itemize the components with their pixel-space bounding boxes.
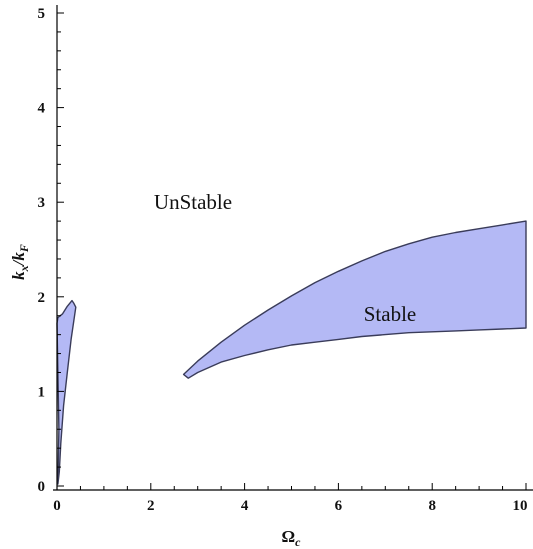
regions-layer — [56, 220, 527, 485]
y-tick-label: 2 — [38, 290, 46, 306]
y-tick-label: 4 — [38, 101, 46, 117]
x-tick-label: 10 — [513, 498, 528, 514]
large-region — [182, 220, 527, 379]
y-axis-title: kx/kF — [9, 244, 31, 280]
x-axis-title-main: Ω — [282, 527, 296, 546]
annotation-unstable: UnStable — [154, 190, 232, 214]
labels-layer: 0 1 2 3 4 5 0 2 4 6 8 10 Ωc kx/kF UnStable Stable — [9, 6, 528, 549]
x-tick-label: 0 — [53, 498, 61, 514]
y-tick-label: 1 — [38, 384, 46, 400]
x-tick-label: 2 — [147, 498, 155, 514]
annotation-stable: Stable — [364, 302, 417, 326]
y-tick-label: 0 — [38, 479, 46, 495]
x-tick-label: 4 — [241, 498, 249, 514]
axes-layer — [53, 5, 533, 491]
x-tick-label: 6 — [335, 498, 343, 514]
x-axis-title-sub: c — [295, 535, 301, 549]
small-region — [56, 299, 77, 485]
x-tick-label: 8 — [428, 498, 436, 514]
x-axis-title: Ωc — [282, 527, 302, 549]
y-tick-label: 3 — [38, 195, 46, 211]
y-tick-label: 5 — [38, 6, 46, 22]
